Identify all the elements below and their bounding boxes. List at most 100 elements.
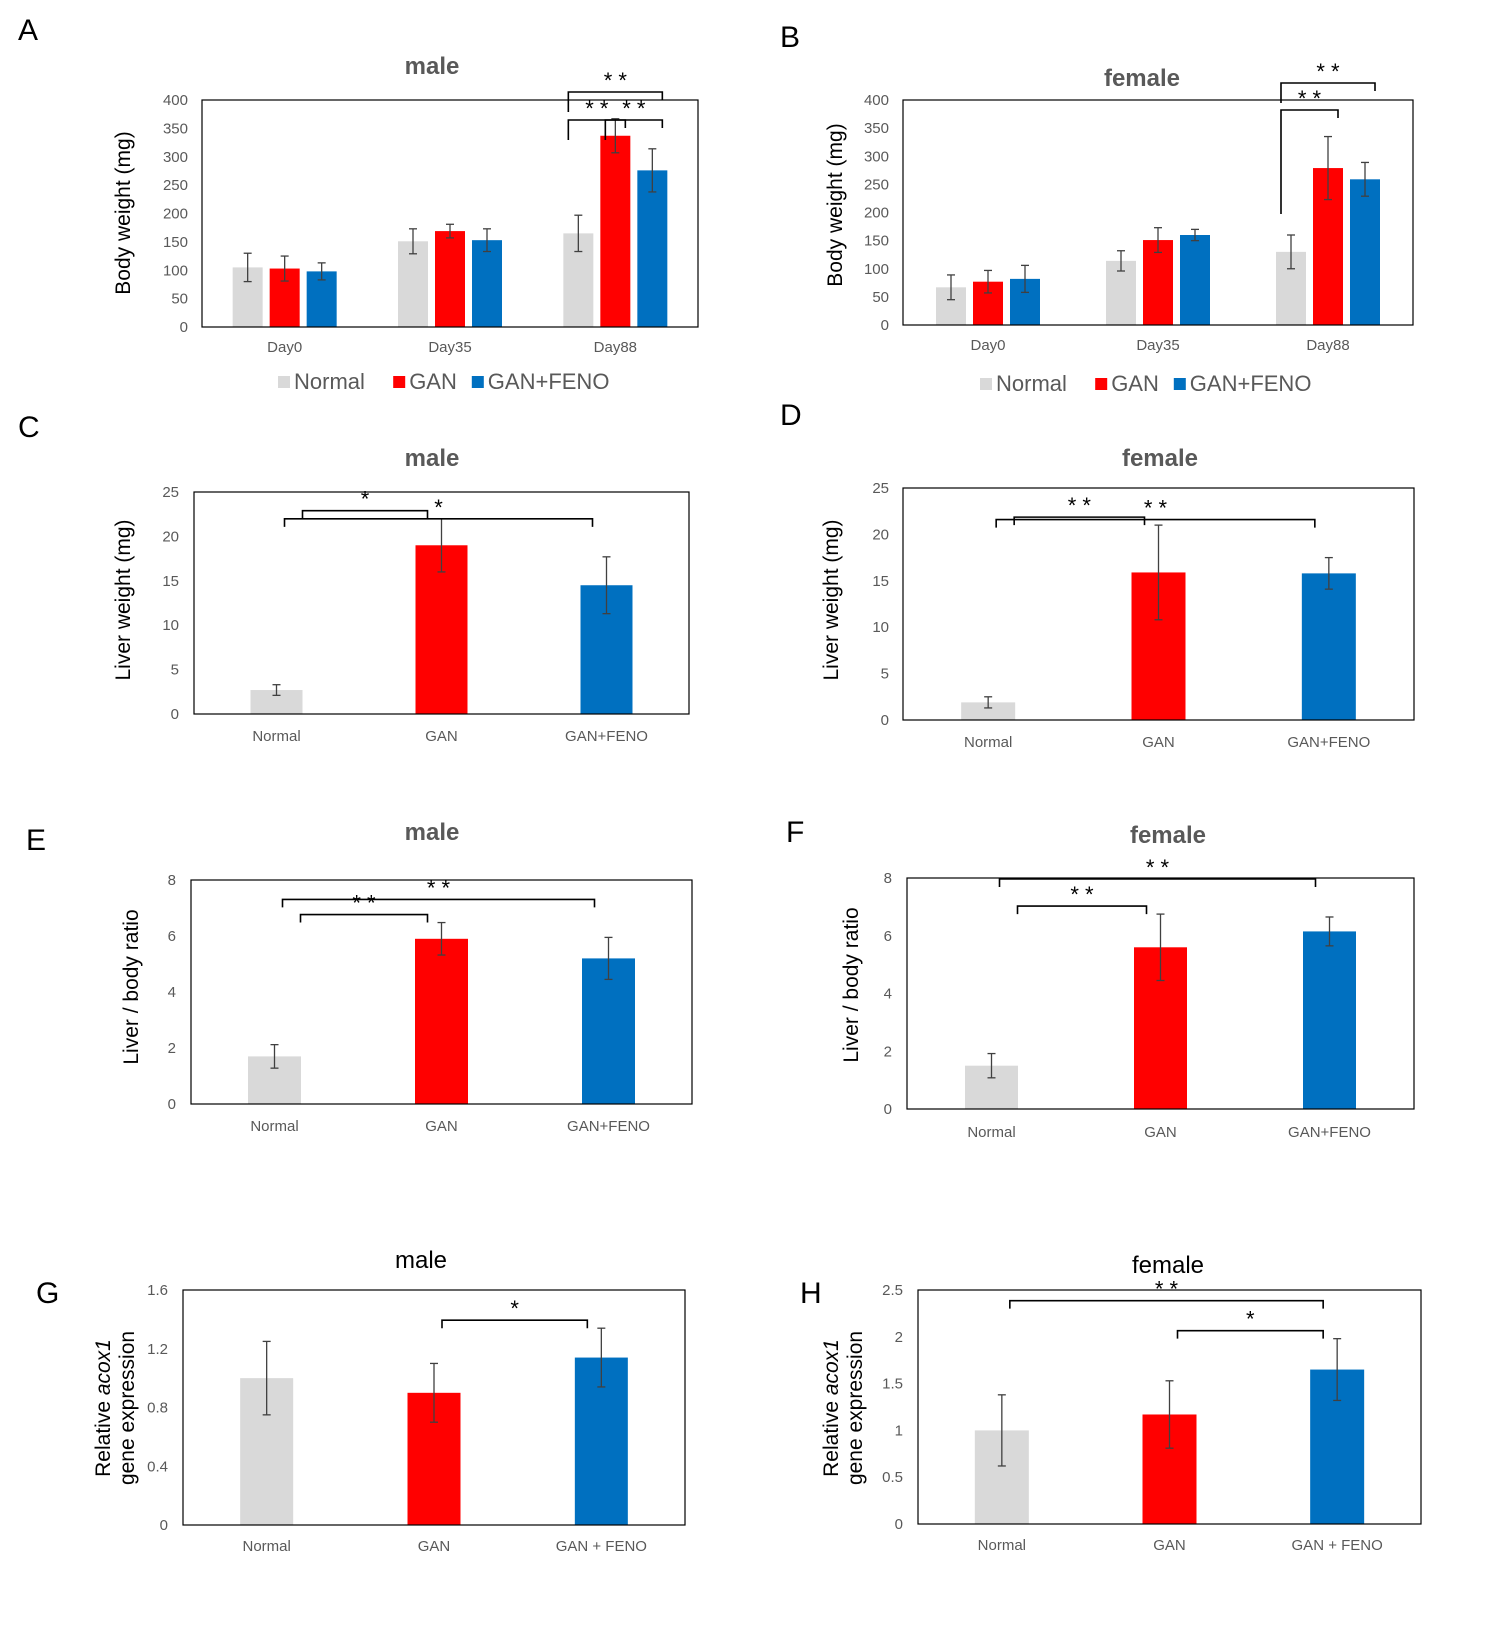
y-tick-label: 0 (171, 706, 179, 723)
x-tick-label: GAN+FENO (1287, 734, 1370, 751)
chart-title: male (405, 53, 460, 80)
significance-label: * * (352, 891, 376, 916)
y-tick-label: 5 (171, 662, 179, 679)
y-tick-label: 400 (864, 92, 889, 109)
y-tick-label: 150 (864, 233, 889, 250)
y-axis-label: Liver weight (mg) (820, 519, 843, 680)
y-tick-label: 20 (872, 526, 889, 543)
legend-label: GAN (409, 369, 457, 394)
y-tick-label: 4 (884, 986, 892, 1003)
y-tick-label: 350 (864, 120, 889, 137)
x-tick-label: Normal (242, 1538, 290, 1555)
bar (1143, 240, 1173, 325)
legend-swatch (980, 378, 992, 390)
plot-frame (917, 1289, 1422, 1525)
y-axis-label-text: Relative (820, 1395, 843, 1477)
plot-frame (193, 491, 690, 715)
y-tick-label: 4 (168, 984, 176, 1001)
y-tick-label: 2 (168, 1040, 176, 1057)
y-tick-label: 2.5 (882, 1282, 903, 1299)
significance-bracket (1016, 905, 1148, 915)
y-tick-label: 400 (163, 92, 188, 109)
y-tick-label: 1.6 (147, 1282, 168, 1299)
significance-bracket (281, 898, 596, 908)
y-tick-label: 300 (864, 148, 889, 165)
y-tick-label: 200 (163, 206, 188, 223)
plot-frame (201, 99, 699, 328)
x-tick-label: GAN (425, 728, 458, 745)
significance-label: * * (427, 875, 451, 900)
plot-frame (190, 879, 693, 1105)
chart-title: male (405, 445, 460, 472)
x-tick-label: GAN (1142, 734, 1175, 751)
y-tick-label: 1.2 (147, 1341, 168, 1358)
y-tick-label: 50 (171, 291, 188, 308)
chart-title: female (1130, 822, 1206, 849)
y-axis-label-text: Relative (92, 1395, 115, 1477)
chart-title: male (405, 819, 460, 846)
significance-bracket (998, 878, 1317, 887)
panel-letter: G (36, 1277, 59, 1310)
significance-bracket (1280, 109, 1339, 214)
y-axis-label: Liver weight (mg) (112, 519, 135, 680)
legend-label: Normal (294, 369, 365, 394)
significance-label: * (361, 487, 370, 512)
plot-frame (902, 487, 1415, 721)
x-tick-label: GAN (1153, 1537, 1186, 1554)
x-tick-label: GAN (418, 1538, 451, 1555)
panel-letter: H (800, 1277, 822, 1310)
significance-bracket (1176, 1329, 1324, 1339)
legend-swatch (278, 376, 290, 388)
y-tick-label: 250 (864, 176, 889, 193)
chart-title: male (395, 1247, 447, 1274)
significance-bracket (299, 913, 429, 923)
x-tick-label: Normal (964, 734, 1012, 751)
y-tick-label: 0.5 (882, 1469, 903, 1486)
significance-label: * * (622, 96, 646, 121)
bar (582, 958, 635, 1104)
x-tick-label: GAN+FENO (565, 728, 648, 745)
y-tick-label: 20 (162, 528, 179, 545)
panel-letter: B (780, 21, 800, 54)
bar (415, 938, 468, 1104)
y-tick-label: 1 (895, 1422, 903, 1439)
legend-swatch (1095, 378, 1108, 390)
legend-label: GAN+FENO (1190, 371, 1312, 396)
significance-label: * * (1298, 86, 1322, 111)
bar (1350, 179, 1380, 325)
y-tick-label: 1.5 (882, 1376, 903, 1393)
x-tick-label: Normal (250, 1118, 298, 1135)
significance-label: * * (1144, 496, 1168, 521)
significance-label: * * (1316, 59, 1340, 84)
significance-label: * * (1155, 1277, 1179, 1302)
y-tick-label: 2 (895, 1329, 903, 1346)
y-tick-label: 300 (163, 149, 188, 166)
x-tick-label: Day88 (1306, 337, 1349, 354)
y-tick-label: 6 (168, 928, 176, 945)
significance-bracket (1280, 82, 1376, 103)
significance-label: * (434, 495, 443, 520)
y-axis-label: Relative acox1 (92, 1339, 115, 1477)
significance-bracket (1009, 1299, 1324, 1309)
significance-bracket (283, 518, 594, 527)
y-tick-label: 150 (163, 234, 188, 251)
y-tick-label: 0 (168, 1096, 176, 1113)
y-tick-label: 0 (881, 317, 889, 334)
plot-frame (182, 1289, 686, 1526)
significance-bracket (1013, 516, 1146, 526)
panel-letter: C (18, 411, 40, 444)
y-tick-label: 0 (895, 1516, 903, 1533)
x-tick-label: Normal (967, 1124, 1015, 1141)
y-axis-label-gene: acox1 (820, 1339, 843, 1395)
x-tick-label: GAN+FENO (567, 1118, 650, 1135)
x-tick-label: Normal (978, 1537, 1026, 1554)
panel-letter: A (18, 14, 38, 47)
